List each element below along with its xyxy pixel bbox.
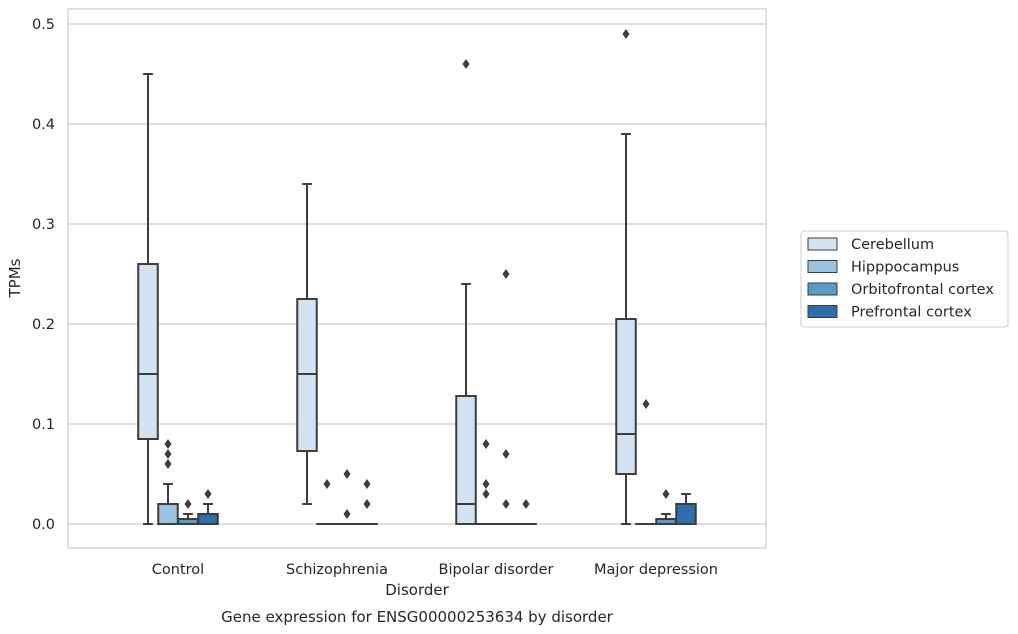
box-prefrontal-cortex (675, 493, 697, 525)
outlier-point (184, 499, 192, 509)
box-prefrontal-cortex (356, 479, 378, 526)
box-hipppocampus (157, 439, 179, 525)
x-tick-label: Major depression (594, 562, 718, 578)
outlier-point (482, 489, 490, 499)
y-axis-label: TPMs (6, 258, 24, 298)
y-tick-label: 0.2 (32, 317, 55, 333)
box-prefrontal-cortex (515, 499, 537, 526)
grid-lines (68, 23, 766, 525)
legend-label: Cerebellum (851, 237, 934, 253)
box-hipppocampus (475, 439, 497, 526)
x-axis-label: Disorder (385, 581, 449, 599)
box-hipppocampus (635, 399, 657, 526)
box-cerebellum (296, 183, 318, 505)
outlier-point (363, 499, 371, 509)
box-orbitofrontal-cortex (177, 499, 199, 525)
outlier-point (204, 489, 212, 499)
y-tick-label: 0.4 (32, 117, 55, 133)
outlier-point (164, 459, 172, 469)
x-tick-label: Bipolar disorder (439, 562, 554, 578)
outlier-point (662, 489, 670, 499)
outlier-point (164, 449, 172, 459)
box-iqr (197, 513, 219, 525)
y-axis-ticks: 0.0 0.1 0.2 0.3 0.4 0.5 (32, 17, 55, 533)
legend-swatch (807, 282, 838, 296)
outlier-point (164, 439, 172, 449)
box-iqr (157, 503, 179, 525)
outlier-point (343, 469, 351, 479)
outlier-point (363, 479, 371, 489)
legend-swatch (807, 305, 838, 318)
legend-swatch (807, 260, 838, 273)
y-tick-label: 0.5 (32, 17, 55, 33)
box-orbitofrontal-cortex (336, 469, 358, 526)
x-axis-ticks: Control Schizophrenia Bipolar disorder Majo… (152, 562, 718, 578)
x-tick-label: Schizophrenia (286, 562, 388, 578)
x-tick-label: Control (152, 562, 204, 578)
outlier-point (522, 499, 530, 509)
outlier-point (502, 269, 510, 279)
y-tick-label: 0.0 (32, 517, 55, 533)
outlier-point (482, 439, 490, 449)
chart-caption: Gene expression for ENSG00000253634 by d… (221, 608, 614, 626)
outlier-point (502, 449, 510, 459)
boxes (137, 29, 697, 526)
y-tick-label: 0.3 (32, 217, 55, 233)
box-prefrontal-cortex (197, 489, 219, 525)
plot-frame (67, 8, 767, 549)
box-cerebellum (137, 73, 159, 525)
y-tick-label: 0.1 (32, 417, 55, 433)
box-iqr (675, 503, 697, 525)
outlier-point (642, 399, 650, 409)
outlier-point (323, 479, 331, 489)
box-iqr (455, 395, 477, 525)
box-cerebellum (615, 29, 637, 525)
box-orbitofrontal-cortex (495, 269, 517, 526)
outlier-point (482, 479, 490, 489)
outlier-point (502, 499, 510, 509)
box-hipppocampus (316, 479, 338, 526)
box-cerebellum (455, 59, 477, 525)
legend-frame (800, 230, 1009, 328)
legend-label: Prefrontal cortex (851, 305, 972, 321)
legend-label: Hipppocampus (851, 260, 959, 276)
legend-swatch (807, 237, 838, 251)
box-iqr (137, 263, 159, 440)
box-orbitofrontal-cortex (655, 489, 677, 525)
legend: Cerebellum Hipppocampus Orbitofrontal cort… (800, 230, 1009, 328)
box-iqr (615, 318, 637, 475)
legend-label: Orbitofrontal cortex (851, 282, 994, 298)
outlier-point (462, 59, 470, 69)
outlier-point (343, 509, 351, 519)
outlier-point (622, 29, 630, 39)
